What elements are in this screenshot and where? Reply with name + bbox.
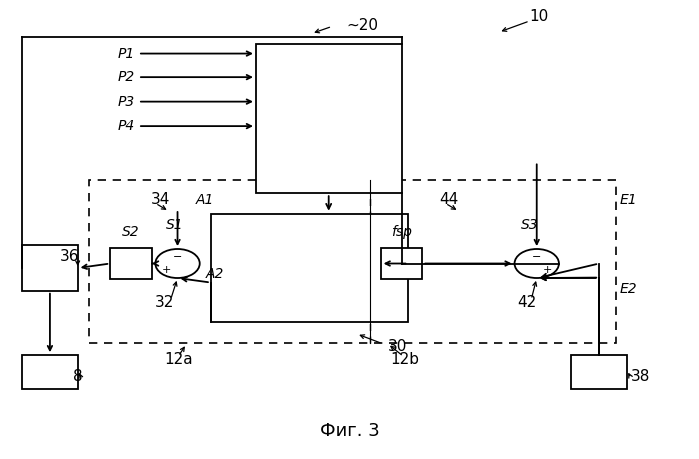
Text: 32: 32 <box>154 295 174 309</box>
Text: P1: P1 <box>117 46 134 61</box>
Bar <box>256 44 401 193</box>
Text: 30: 30 <box>388 339 407 353</box>
Text: 12b: 12b <box>391 352 419 367</box>
Text: +: + <box>161 265 171 275</box>
Text: 36: 36 <box>59 249 79 264</box>
Bar <box>571 355 627 389</box>
Text: Фиг. 3: Фиг. 3 <box>319 422 380 440</box>
Text: E2: E2 <box>620 282 637 297</box>
Text: A2: A2 <box>206 267 224 281</box>
Text: +: + <box>543 265 552 275</box>
Text: S3: S3 <box>521 218 539 232</box>
Text: P4: P4 <box>117 119 134 133</box>
Circle shape <box>514 249 559 278</box>
Text: −: − <box>173 252 182 262</box>
Text: S1: S1 <box>166 218 184 232</box>
Bar <box>110 248 152 280</box>
Bar <box>381 248 422 280</box>
Text: 44: 44 <box>440 191 459 207</box>
Text: 8: 8 <box>73 369 82 384</box>
Bar <box>211 213 408 323</box>
Bar <box>89 179 617 343</box>
Circle shape <box>155 249 200 278</box>
Text: 12a: 12a <box>164 352 192 367</box>
Text: A1: A1 <box>196 193 215 207</box>
Text: P3: P3 <box>117 95 134 109</box>
Text: 10: 10 <box>530 9 549 24</box>
Bar <box>22 246 78 291</box>
Bar <box>22 355 78 389</box>
Text: −: − <box>532 252 542 262</box>
Text: E1: E1 <box>620 193 637 207</box>
Text: 38: 38 <box>631 369 650 384</box>
Text: ~20: ~20 <box>346 18 378 33</box>
Text: P2: P2 <box>117 70 134 84</box>
Text: 42: 42 <box>517 295 537 309</box>
Text: 34: 34 <box>150 191 170 207</box>
Text: S2: S2 <box>122 225 140 239</box>
Text: fsp: fsp <box>391 225 412 239</box>
